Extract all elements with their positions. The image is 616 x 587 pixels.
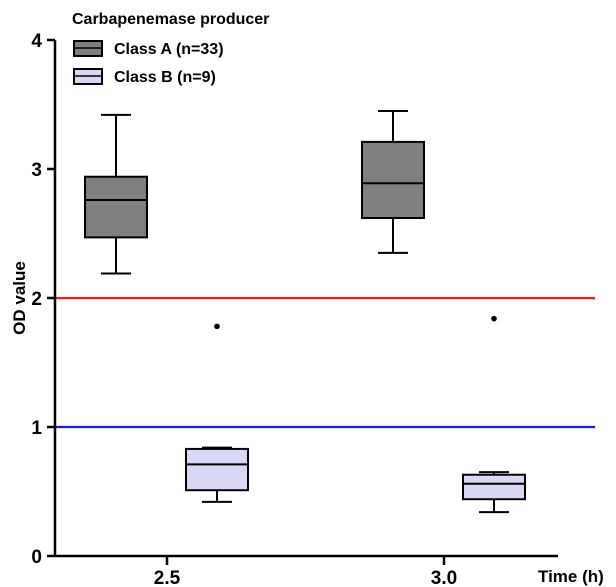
x-tick-label: 3.0 [431,568,457,587]
box-groups [84,109,526,514]
box-plot [185,323,249,503]
x-axis-title: Time (h) [538,567,604,586]
outlier-point [491,315,497,322]
y-axis-title: OD value [10,261,29,335]
reference-lines [55,296,595,429]
box-plot [361,109,425,254]
y-ticks: 0 1 2 3 4 [31,31,55,568]
y-tick-label: 0 [31,547,42,568]
y-tick-label: 4 [31,31,42,52]
iqr-box [462,473,526,501]
legend-label: Class A (n=33) [114,41,224,58]
iqr-box [84,175,148,239]
y-tick-label: 2 [31,289,42,310]
box-plot [84,113,148,275]
x-tick-label: 2.5 [154,568,181,587]
iqr-box [361,140,425,220]
y-tick-label: 3 [31,160,42,181]
y-tick-label: 1 [31,418,42,439]
legend-title: Carbapenemase producer [72,11,269,28]
iqr-box [185,447,249,492]
outlier-point [214,323,220,330]
box-plot [462,315,526,514]
legend-label: Class B (n=9) [114,69,216,86]
legend: Carbapenemase producer Class A (n=33) Cla… [72,11,269,86]
x-ticks: 2.5 3.0 [154,556,457,587]
